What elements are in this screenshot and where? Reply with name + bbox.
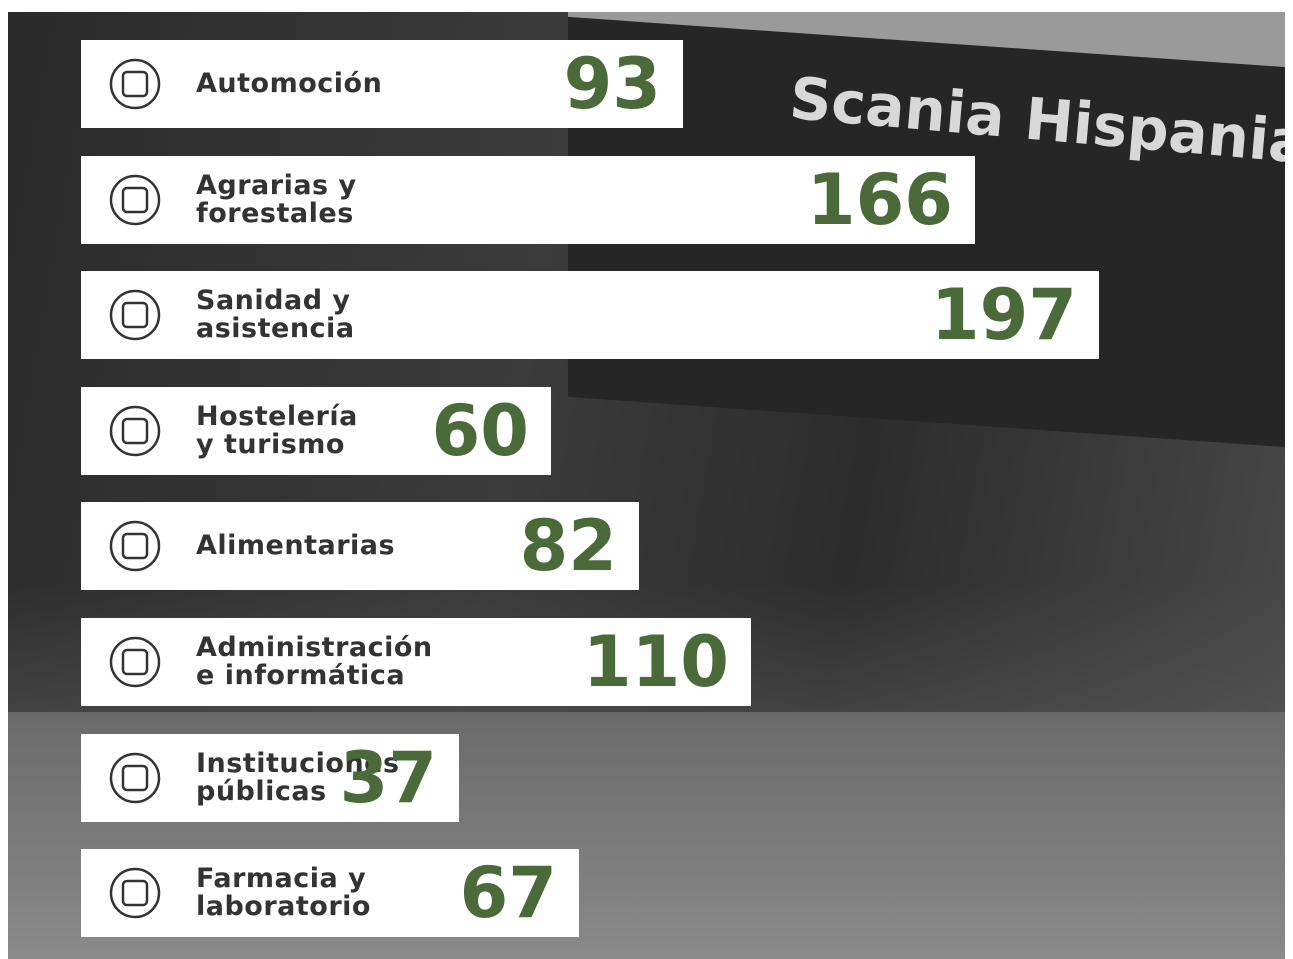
value-label: 37 <box>177 734 437 822</box>
value-label: 110 <box>469 618 729 706</box>
icon <box>96 861 174 925</box>
value-label: 60 <box>269 387 529 475</box>
icon <box>96 514 174 578</box>
icon <box>96 399 174 463</box>
value-label: 93 <box>401 40 661 128</box>
category-label: Agrarias y forestales <box>196 172 357 228</box>
value-label: 82 <box>357 502 617 590</box>
icon <box>96 168 174 232</box>
value-label: 166 <box>693 156 953 244</box>
icon <box>96 283 174 347</box>
icon <box>96 746 174 810</box>
category-label: Automoción <box>196 70 382 98</box>
category-label: Sanidad y asistencia <box>196 287 355 343</box>
icon <box>96 630 174 694</box>
category-label: Administración e informática <box>196 634 433 690</box>
page: {"chart_data": {"type": "bar", "orientat… <box>0 0 1293 959</box>
icon <box>96 52 174 116</box>
value-label: 67 <box>297 849 557 937</box>
value-label: 197 <box>817 271 1077 359</box>
